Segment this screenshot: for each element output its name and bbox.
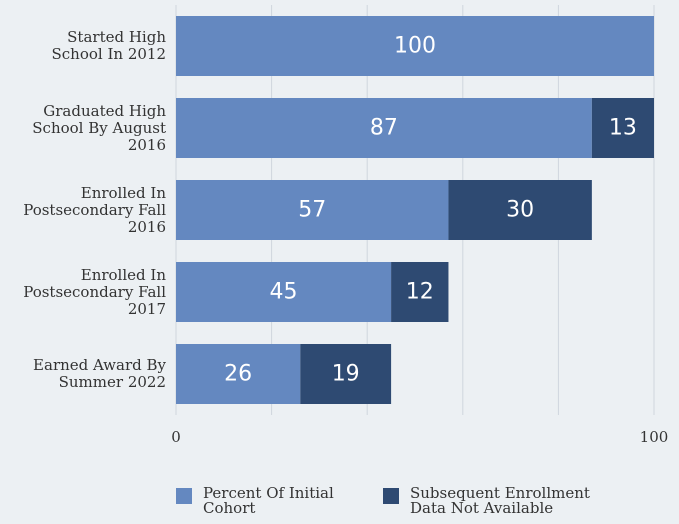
bar-segment (176, 262, 392, 322)
x-tick-label: 100 (639, 427, 669, 446)
category-label: Enrolled In Postsecondary Fall 2017 (23, 265, 166, 318)
legend-label: Percent Of Initial Cohort (203, 484, 334, 517)
bar-segment (176, 16, 654, 76)
legend-swatch (383, 488, 399, 504)
data-label: 30 (506, 198, 534, 223)
category-label: Enrolled In Postsecondary Fall 2016 (23, 183, 166, 236)
data-label: 13 (609, 116, 637, 141)
data-label: 100 (394, 34, 436, 59)
data-label: 87 (370, 116, 398, 141)
data-label: 57 (298, 198, 326, 223)
data-label: 12 (406, 280, 434, 305)
bar-segment (448, 180, 592, 240)
data-label: 26 (224, 362, 252, 387)
category-label: Earned Award By Summer 2022 (33, 356, 166, 391)
bar-segment (176, 180, 449, 240)
bar-segment (176, 344, 301, 404)
legend-swatch (176, 488, 192, 504)
x-tick-label: 0 (171, 427, 181, 446)
bar-segment (591, 98, 654, 158)
data-label: 19 (332, 362, 360, 387)
category-label: Started High School In 2012 (51, 28, 167, 63)
data-label: 45 (270, 280, 298, 305)
bar-segment (176, 98, 592, 158)
legend-label: Subsequent Enrollment Data Not Available (410, 484, 590, 517)
bar-segment (391, 262, 449, 322)
category-label: Graduated High School By August 2016 (32, 101, 166, 154)
bar-segment (300, 344, 392, 404)
